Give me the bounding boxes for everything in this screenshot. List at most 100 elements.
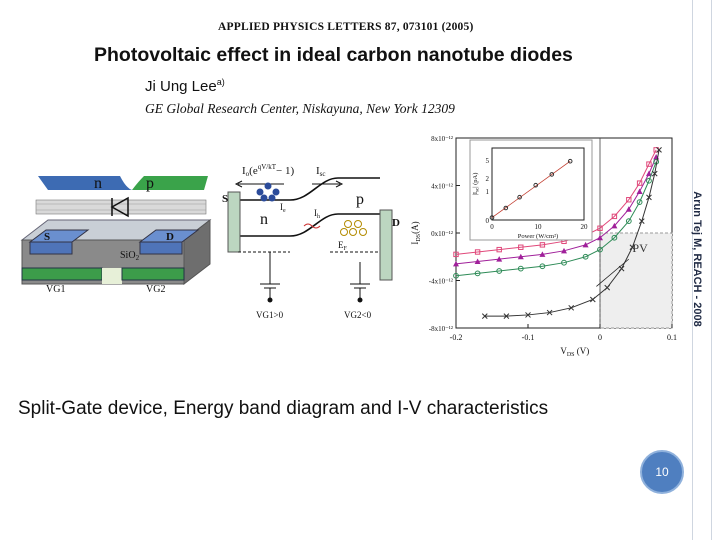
inset-x-tick-label: 20 (581, 223, 589, 231)
series-point-3 (546, 309, 553, 316)
series-point-3 (589, 296, 596, 303)
p-region-band (132, 176, 208, 190)
series-point-3 (629, 244, 636, 251)
series-point-0 (646, 161, 652, 167)
x-tick-label: 0.1 (667, 333, 677, 342)
y-tick-label: 4x10⁻¹² (431, 183, 453, 191)
series-point-0 (496, 246, 502, 253)
series-point-1 (561, 247, 567, 254)
author: Ji Ung Leea) (145, 77, 225, 95)
energy-band-diagram: Io(eqV/kT− 1) Isc S D Ie Ih n p EF VG1>0… (222, 163, 400, 320)
ie-label: Ie (280, 202, 286, 214)
y-tick-label: -8x10⁻¹² (429, 325, 453, 333)
x-tick-label: -0.1 (522, 333, 535, 342)
inset-fit-line (491, 160, 571, 218)
series-point-3 (525, 312, 531, 318)
series-point-0 (453, 251, 459, 258)
gate-gap (102, 268, 122, 284)
series-point-2 (453, 272, 459, 279)
series-point-3 (646, 194, 652, 201)
series-point-1 (611, 222, 618, 229)
inset-x-tick-label: 0 (490, 223, 494, 231)
y-axis-label: IDS(A) (410, 221, 422, 244)
paper-title: Photovoltaic effect in ideal carbon nano… (94, 44, 573, 66)
io-label: Io(eqV/kT− 1) (242, 163, 294, 178)
inset-y-tick-label: 2 (486, 175, 490, 183)
nanotube (35, 199, 207, 215)
series-point-2 (496, 268, 503, 274)
inset-point (567, 158, 573, 164)
margin-line-inner (692, 0, 693, 540)
series-point-0 (597, 225, 603, 231)
series-point-0 (611, 213, 618, 220)
x-tick-label: -0.2 (450, 333, 463, 342)
device-p-label: p (146, 175, 154, 192)
inset-frame (491, 147, 585, 221)
gate-vg2 (121, 267, 185, 281)
pv-label: PV (632, 241, 648, 255)
series-point-2 (474, 270, 481, 277)
series-point-2 (582, 253, 589, 260)
series-point-2 (561, 259, 567, 266)
y-tick-label: 0x10⁻¹² (431, 230, 453, 238)
series-point-0 (474, 249, 481, 255)
affiliation: GE Global Research Center, Niskayuna, Ne… (145, 101, 455, 116)
inset-point (517, 194, 522, 200)
series-point-1 (597, 234, 603, 241)
inset-point (489, 215, 495, 220)
gate-vg1 (21, 267, 103, 281)
series-point-2 (646, 177, 652, 184)
vg2-label: VG2 (146, 284, 165, 295)
inset-point (549, 172, 555, 177)
series-line-2 (455, 161, 657, 277)
pv-arrow (596, 258, 630, 287)
page-number-badge: 10 (640, 450, 684, 494)
series-point-3 (656, 147, 662, 153)
source-contact (227, 191, 241, 253)
vg1-bias-label: VG1>0 (256, 310, 284, 320)
series-point-1 (582, 241, 589, 248)
series-point-0 (539, 242, 546, 248)
journal-line: APPLIED PHYSICS LETTERS 87, 073101 (2005… (218, 21, 474, 33)
vg2-bias-label: VG2<0 (344, 310, 372, 320)
series-point-3 (604, 284, 611, 291)
photon-arrow (303, 223, 321, 229)
inset-y-tick-label: 1 (486, 188, 490, 196)
series-point-2 (539, 263, 546, 270)
inset-y-tick-label: 5 (486, 157, 490, 165)
conduction-band (238, 177, 380, 201)
series-point-3 (503, 313, 510, 319)
series-point-0 (518, 244, 524, 250)
inset-x-tick-label: 10 (535, 223, 543, 231)
ef-label: EF (338, 240, 348, 252)
inset-y-tick-label: 0 (486, 217, 490, 225)
series-point-1 (517, 253, 524, 260)
drain-label: D (166, 231, 174, 243)
series-point-1 (453, 260, 459, 267)
isc-label: Isc (316, 165, 326, 178)
sio2-label: SiO2 (120, 250, 140, 262)
band-p-label: p (356, 191, 364, 208)
series-point-3 (651, 170, 658, 177)
diode-symbol (110, 196, 129, 218)
series-point-1 (636, 188, 643, 194)
series-point-2 (611, 234, 618, 241)
series-point-1 (645, 170, 652, 177)
band-n-label: n (260, 211, 268, 228)
y-tick-label: 8x10⁻¹² (431, 135, 453, 143)
y-tick-label: -4x10⁻¹² (429, 278, 453, 286)
inset-background (469, 139, 593, 241)
series-point-1 (625, 206, 632, 212)
series-point-1 (539, 251, 546, 257)
series-point-2 (636, 199, 643, 206)
inset-x-label: Power (W/cm²) (518, 233, 558, 240)
slide-caption: Split-Gate device, Energy band diagram a… (18, 398, 549, 419)
series-point-2 (517, 265, 524, 272)
drain-contact (379, 209, 393, 281)
n-region-band (38, 176, 132, 190)
iv-characteristics-chart: PV -0.2 -0.1 0 0.1 8x10⁻¹² 4x10⁻¹² 0x10⁻¹² -4x10… (410, 135, 677, 358)
source-label: S (44, 231, 50, 243)
split-gate-device-figure: n p S D SiO2 VG1 VG2 (20, 175, 212, 295)
series-point-3 (481, 313, 488, 319)
series-point-0 (636, 180, 643, 186)
